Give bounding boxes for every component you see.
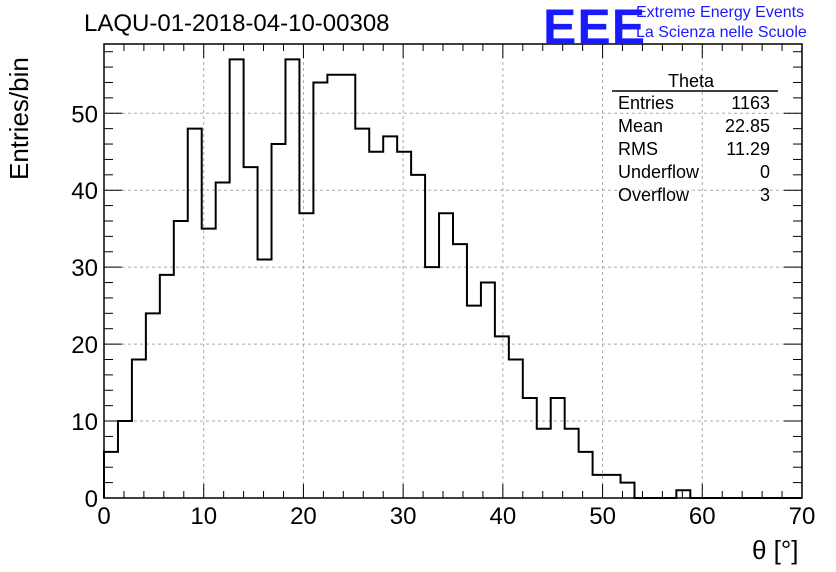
stats-row-overflow: Overflow 3 (618, 185, 770, 206)
y-tick-label: 0 (85, 486, 98, 513)
stats-row-mean: Mean 22.85 (618, 116, 770, 137)
chart-title: LAQU-01-2018-04-10-00308 (84, 10, 390, 37)
y-tick-label: 50 (71, 101, 98, 128)
x-tick-label: 30 (390, 503, 417, 530)
stats-value: 11.29 (726, 139, 770, 159)
y-tick-label: 30 (71, 255, 98, 282)
x-tick-label: 20 (290, 503, 317, 530)
x-tick-label: 60 (689, 503, 716, 530)
x-tick-label: 0 (97, 503, 110, 530)
stats-label: RMS (618, 139, 658, 159)
stats-value: 0 (759, 162, 770, 182)
histogram-series (103, 58, 802, 499)
x-axis-label: θ [°] (752, 535, 799, 565)
logo-subtitle-1: Extreme Energy Events (636, 4, 805, 21)
stats-value: 22.85 (724, 116, 770, 136)
stats-value: 1163 (731, 93, 770, 113)
y-tick-label: 40 (71, 178, 98, 205)
x-tick-label: 50 (589, 503, 616, 530)
y-axis-label: Entries/bin (4, 57, 34, 180)
eee-logo: EEE (543, 0, 647, 55)
stats-row-underflow: Underflow 0 (618, 162, 770, 183)
x-tick-label: 10 (190, 503, 217, 530)
y-tick-label: 10 (71, 409, 98, 436)
x-tick-label: 70 (789, 503, 816, 530)
logo-subtitle-2: La Scienza nelle Scuole (636, 24, 807, 41)
stats-label: Entries (618, 93, 675, 113)
stats-title: Theta (668, 71, 715, 91)
stats-row-entries: Entries 1163 (618, 93, 770, 114)
x-tick-label: 40 (490, 503, 517, 530)
stats-label: Underflow (618, 162, 700, 182)
stats-label: Overflow (618, 185, 690, 205)
stats-value: 3 (759, 185, 770, 205)
stats-row-rms: RMS 11.29 (618, 139, 770, 160)
y-tick-label: 20 (71, 332, 98, 359)
plot-frame (103, 43, 803, 499)
stats-label: Mean (618, 116, 664, 136)
